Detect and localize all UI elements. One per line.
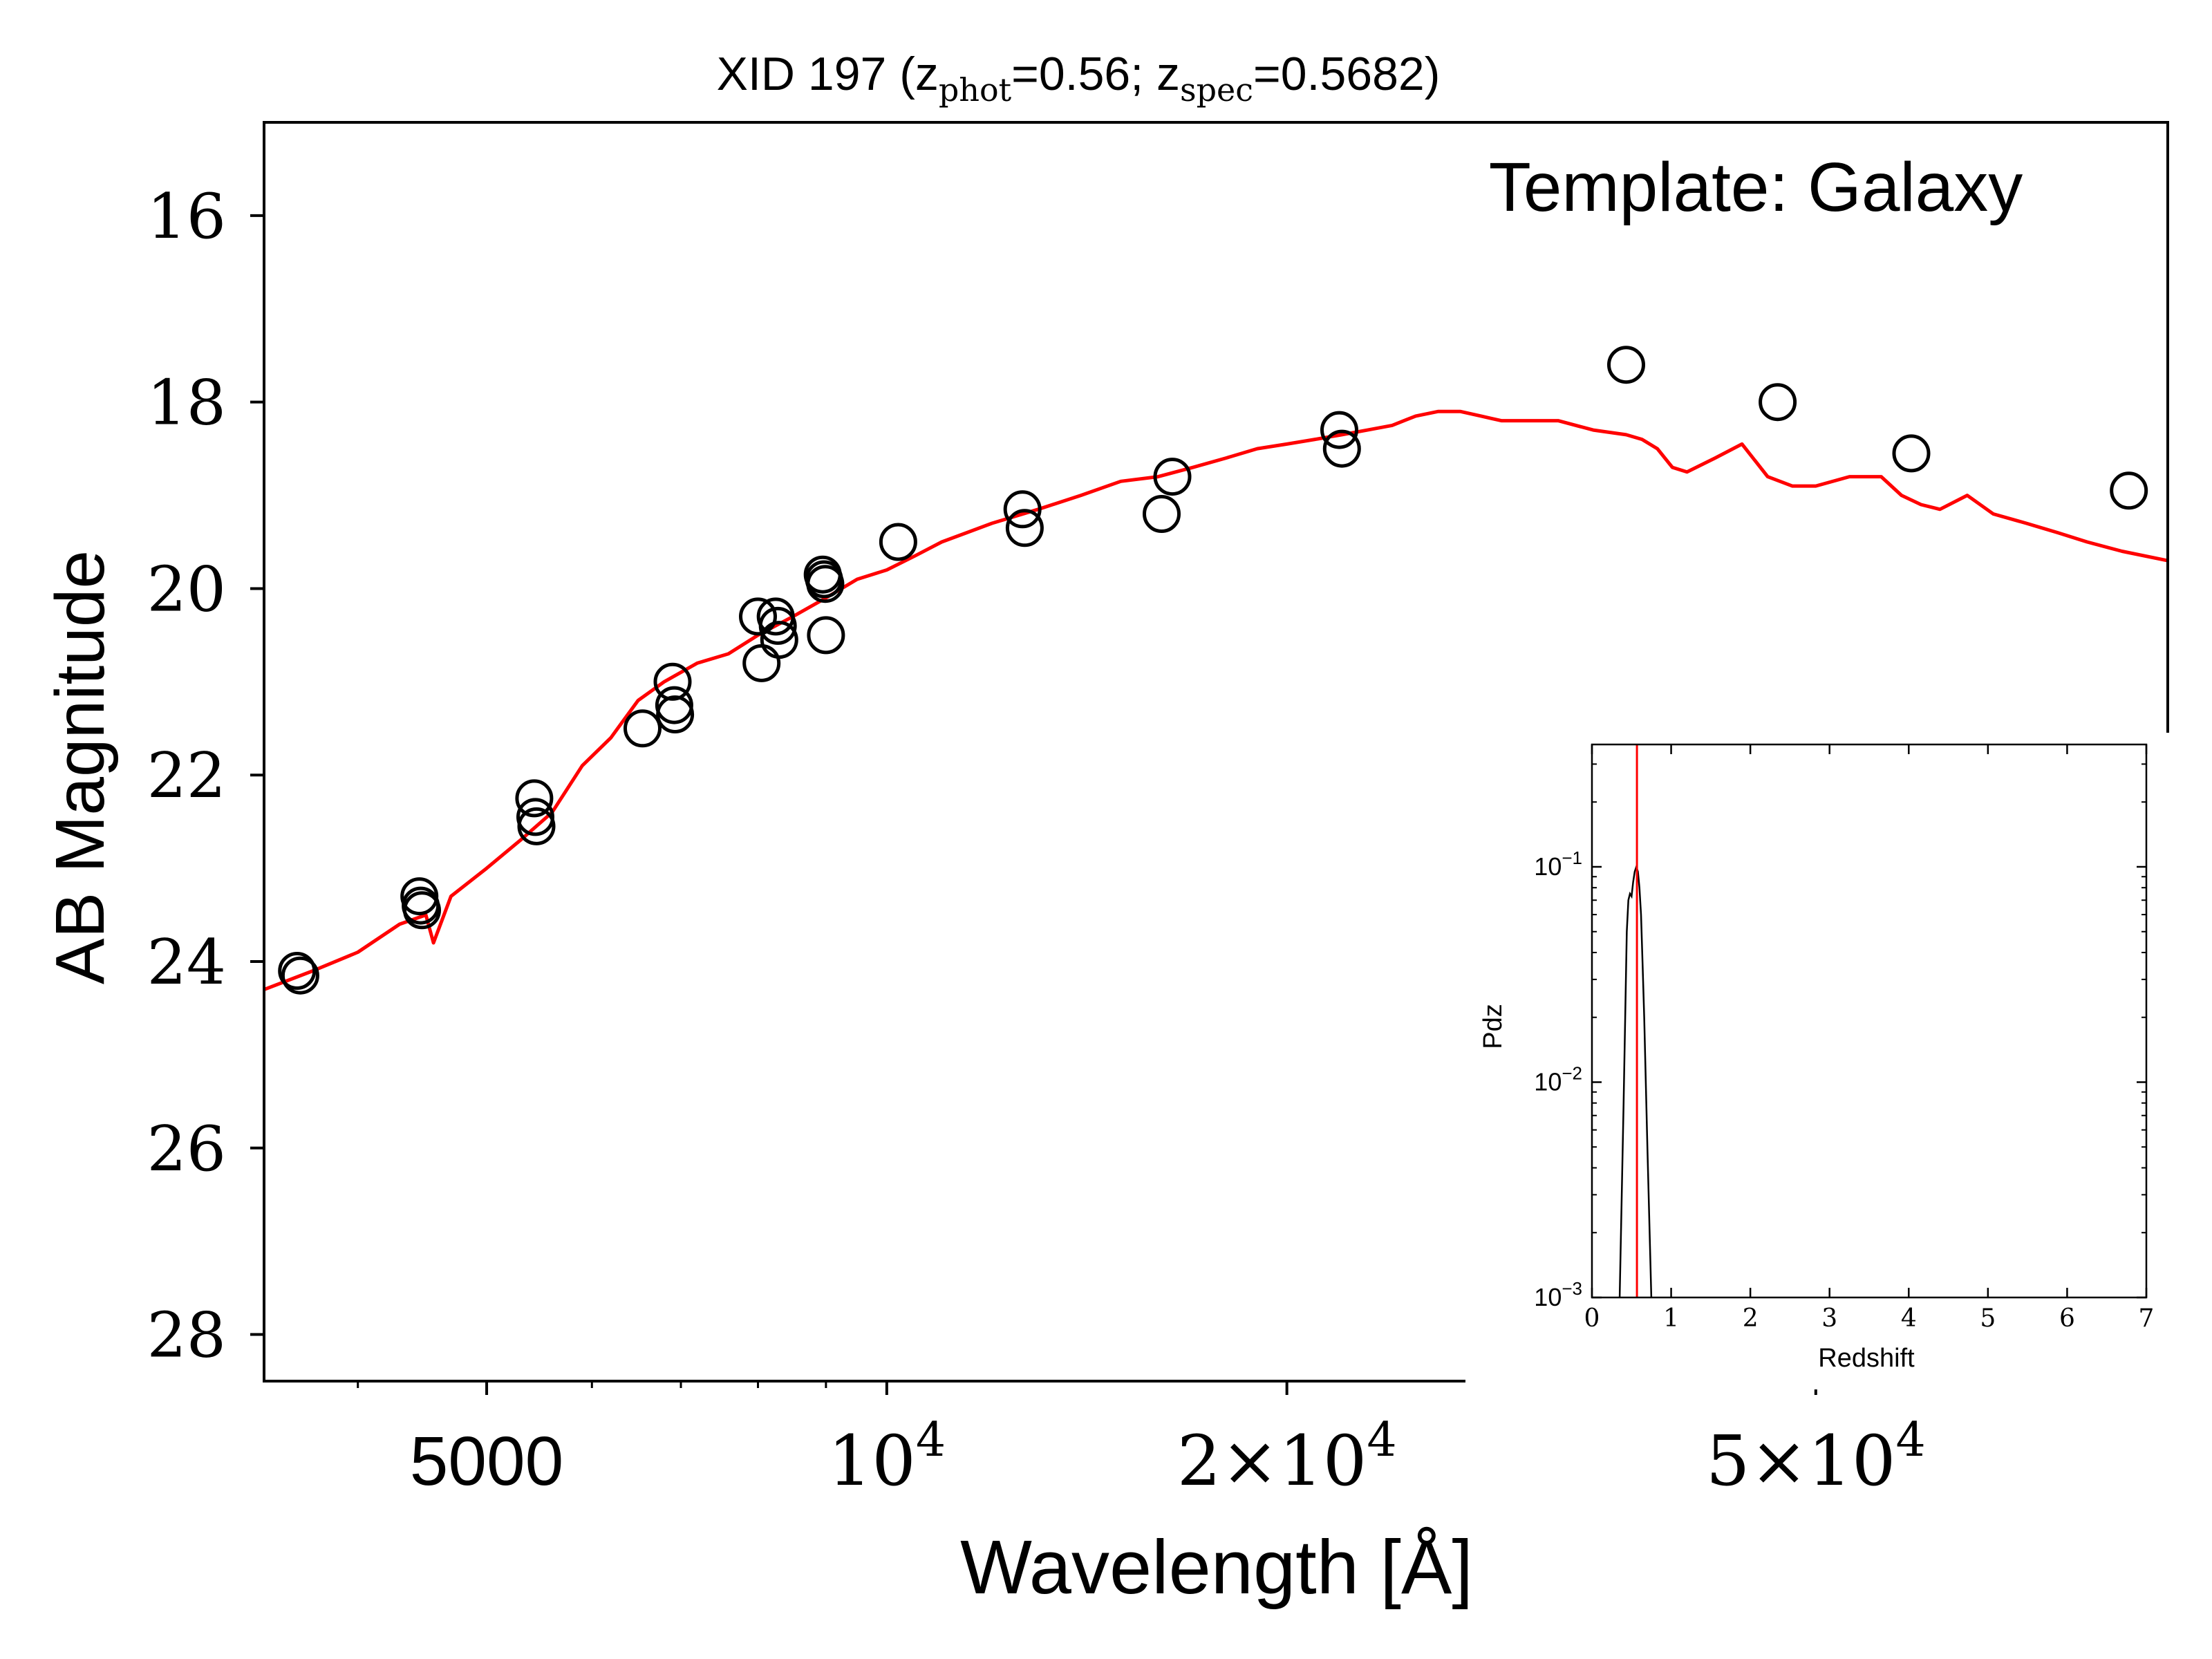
x-tick-label: 104 — [828, 1413, 946, 1501]
y-tick-label: 18 — [147, 367, 226, 440]
photometry-point — [1759, 383, 1797, 422]
photometry-points-layer — [278, 346, 2148, 995]
photometry-point — [1143, 495, 1181, 533]
inset-x-tick-label: 2 — [1743, 1304, 1759, 1333]
inset-x-tick-label: 0 — [1584, 1304, 1600, 1333]
inset-x-axis-label: Redshift — [1818, 1344, 1915, 1373]
photometry-point — [1322, 429, 1361, 468]
photometry-point — [760, 621, 798, 659]
inset-y-axis-label: Pdz — [1479, 1004, 1508, 1049]
x-tick-label: 5×104 — [1706, 1413, 1926, 1501]
inset-x-tick-label: 7 — [2139, 1304, 2155, 1333]
inset-background — [1465, 733, 2177, 1389]
photometry-point — [1153, 458, 1192, 496]
y-tick-label: 24 — [147, 926, 226, 999]
y-tick-label: 26 — [147, 1113, 226, 1185]
x-tick-label: 2×104 — [1177, 1413, 1397, 1501]
inset-x-axis: 0 1 2 3 4 5 6 7 — [1584, 744, 2155, 1333]
photometry-point — [2110, 471, 2148, 510]
main-x-axis-label: Wavelength [Å] — [960, 1525, 1473, 1610]
y-tick-label: 22 — [147, 740, 226, 812]
photometry-point — [1003, 490, 1042, 529]
photometry-point — [1892, 434, 1931, 473]
photometry-point — [517, 807, 556, 845]
photometry-point — [1320, 411, 1358, 449]
inset-x-tick-label: 1 — [1663, 1304, 1679, 1333]
main-y-axis-label: AB Magnitude — [41, 550, 119, 984]
photometry-point — [278, 952, 317, 990]
pdz-curve — [1618, 864, 1653, 1297]
photometry-point — [281, 956, 319, 995]
inset-y-tick-label: 10−2 — [1534, 1062, 1582, 1096]
inset-x-tick-label: 3 — [1821, 1304, 1837, 1333]
inset-y-tick-label: 10−1 — [1534, 847, 1582, 881]
inset-x-tick-label: 5 — [1980, 1304, 1996, 1333]
photometry-point — [653, 662, 692, 701]
y-tick-label: 20 — [147, 553, 226, 626]
photometry-point — [739, 597, 777, 636]
photometry-point — [515, 779, 554, 818]
inset-plot-frame — [1591, 743, 2148, 1299]
main-x-axis: 5000 104 2×104 5×104 — [357, 1381, 2157, 1501]
inset-x-tick-label: 4 — [1901, 1304, 1917, 1333]
inset-x-tick-label: 6 — [2059, 1304, 2075, 1333]
photometry-point — [402, 886, 440, 925]
y-tick-label: 28 — [147, 1300, 226, 1372]
main-y-axis: 16 18 20 22 24 26 28 — [147, 180, 264, 1372]
photometry-point — [656, 695, 695, 733]
photometry-point — [624, 709, 662, 748]
photometry-point — [1005, 509, 1044, 547]
template-annotation: Template: Galaxy — [1489, 149, 2023, 226]
photometry-point — [807, 616, 845, 655]
inset-pdz-layer — [1618, 744, 1653, 1297]
photometry-point — [758, 606, 797, 645]
x-tick-label: 5000 — [410, 1423, 563, 1500]
photometry-point — [1607, 346, 1645, 384]
y-tick-label: 16 — [147, 180, 226, 253]
chart-title: XID 197 (zphot=0.56; zspec=0.5682) — [717, 48, 1441, 109]
photometry-point — [806, 565, 845, 603]
inset-y-axis: 10−1 10−2 10−3 — [1534, 763, 2146, 1311]
photometry-point — [879, 523, 917, 561]
inset-y-tick-label: 10−3 — [1534, 1278, 1582, 1311]
